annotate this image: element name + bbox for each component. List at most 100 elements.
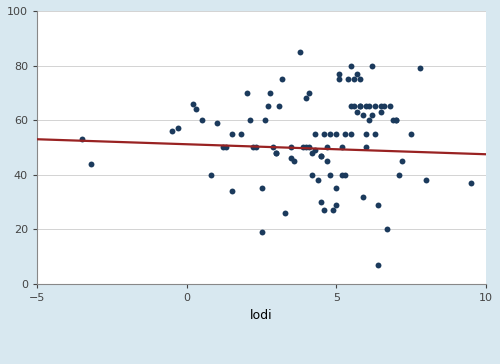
Point [282, 210, 290, 216]
Point [348, 63, 356, 68]
Point [192, 106, 200, 112]
Point [318, 199, 326, 205]
Point [318, 153, 326, 159]
Point [326, 172, 334, 178]
Point [386, 104, 394, 110]
Point [374, 202, 382, 208]
Point [344, 76, 352, 82]
Point [272, 150, 280, 156]
Point [324, 158, 332, 164]
Point [338, 145, 346, 150]
Point [380, 104, 388, 110]
Point [326, 131, 334, 137]
Point [366, 104, 374, 110]
Point [356, 104, 364, 110]
Point [168, 128, 175, 134]
Point [395, 172, 403, 178]
Point [288, 145, 296, 150]
Point [252, 145, 260, 150]
Point [258, 229, 266, 235]
Point [290, 158, 298, 164]
Point [384, 226, 392, 232]
Point [332, 186, 340, 191]
Point [218, 145, 226, 150]
Point [332, 131, 340, 137]
Point [248, 145, 256, 150]
Point [362, 131, 370, 137]
Point [332, 202, 340, 208]
Point [362, 104, 370, 110]
Point [78, 136, 86, 142]
Point [212, 120, 220, 126]
Point [314, 177, 322, 183]
Point [296, 49, 304, 55]
Point [350, 104, 358, 110]
Point [272, 150, 280, 156]
Point [306, 145, 314, 150]
Point [174, 126, 182, 131]
Point [320, 131, 328, 137]
Point [276, 104, 283, 110]
Point [348, 131, 356, 137]
Point [398, 158, 406, 164]
Point [270, 145, 278, 150]
Point [87, 161, 95, 167]
Point [366, 117, 374, 123]
Point [266, 90, 274, 96]
Point [342, 131, 349, 137]
Point [372, 104, 380, 110]
Point [422, 177, 430, 183]
Point [378, 109, 386, 115]
Point [258, 186, 266, 191]
Point [222, 145, 230, 150]
Point [336, 71, 344, 77]
Point [228, 188, 235, 194]
Point [246, 117, 254, 123]
Point [374, 262, 382, 268]
Point [288, 155, 296, 161]
Point [342, 172, 349, 178]
Point [348, 104, 356, 110]
Point [302, 145, 310, 150]
Point [198, 117, 205, 123]
Point [324, 145, 332, 150]
Point [368, 112, 376, 118]
Point [330, 207, 338, 213]
Point [312, 131, 320, 137]
Point [236, 131, 244, 137]
Point [308, 150, 316, 156]
Point [389, 117, 397, 123]
Point [318, 153, 326, 159]
Point [242, 90, 250, 96]
Point [356, 76, 364, 82]
Point [338, 172, 346, 178]
Point [378, 104, 386, 110]
Point [300, 145, 308, 150]
Point [188, 101, 196, 107]
Point [206, 172, 214, 178]
Point [320, 207, 328, 213]
Point [312, 147, 320, 153]
Point [278, 76, 286, 82]
Point [264, 104, 272, 110]
Point [362, 145, 370, 150]
Point [392, 117, 400, 123]
Point [302, 95, 310, 101]
Point [336, 76, 344, 82]
Point [416, 66, 424, 71]
Point [306, 90, 314, 96]
Point [228, 131, 235, 137]
Point [372, 131, 380, 137]
Point [308, 172, 316, 178]
Point [368, 63, 376, 68]
X-axis label: lodi: lodi [250, 309, 273, 321]
Point [354, 71, 362, 77]
Point [467, 180, 475, 186]
Point [260, 117, 268, 123]
Point [360, 194, 368, 199]
Point [392, 117, 400, 123]
Point [407, 131, 415, 137]
Point [354, 109, 362, 115]
Point [356, 104, 364, 110]
Point [350, 76, 358, 82]
